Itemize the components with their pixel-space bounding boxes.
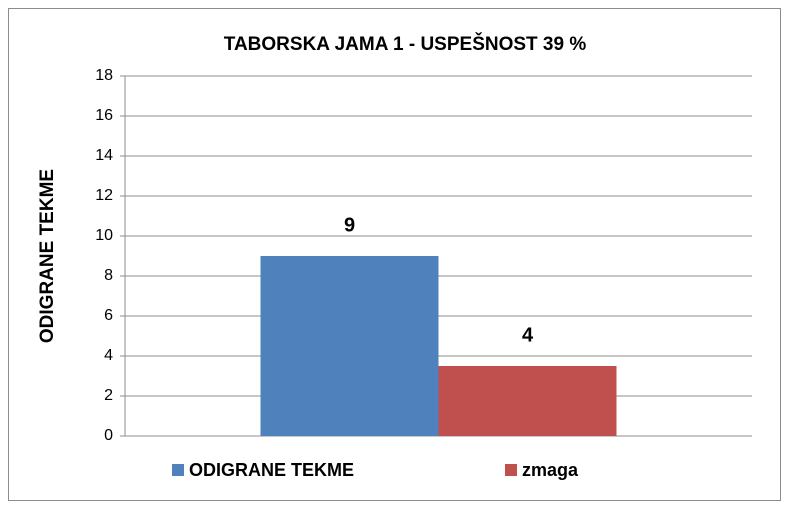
- legend-swatch: [172, 464, 184, 476]
- legend-label: ODIGRANE TEKME: [189, 460, 354, 480]
- y-tick-label: 6: [104, 307, 113, 324]
- y-tick-label: 16: [95, 107, 113, 124]
- data-label: 9: [344, 214, 355, 236]
- y-tick-label: 14: [95, 147, 113, 164]
- y-tick-label: 10: [95, 227, 113, 244]
- chart-title: TABORSKA JAMA 1 - USPEŠNOST 39 %: [224, 33, 587, 55]
- y-tick-label: 2: [104, 387, 113, 404]
- y-tick-label: 8: [104, 267, 113, 284]
- y-tick-label: 12: [95, 187, 113, 204]
- y-axis-label: ODIGRANE TEKME: [37, 169, 58, 343]
- data-label: 4: [522, 324, 534, 346]
- y-tick-label: 18: [95, 67, 113, 84]
- y-tick-label: 0: [104, 427, 113, 444]
- legend-label: zmaga: [522, 460, 579, 480]
- y-tick-label: 4: [104, 347, 113, 364]
- legend-swatch: [505, 464, 517, 476]
- bar: [438, 366, 617, 436]
- bar: [260, 256, 439, 436]
